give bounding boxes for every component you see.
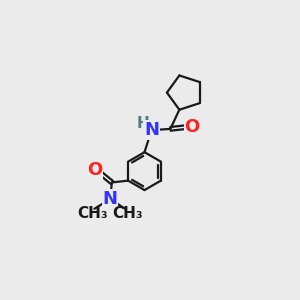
Text: O: O [184, 118, 200, 136]
Text: CH₃: CH₃ [112, 206, 143, 221]
Text: N: N [144, 121, 159, 139]
Text: O: O [87, 161, 103, 179]
Text: N: N [103, 190, 118, 208]
Text: CH₃: CH₃ [77, 206, 108, 221]
Text: H: H [136, 116, 149, 131]
